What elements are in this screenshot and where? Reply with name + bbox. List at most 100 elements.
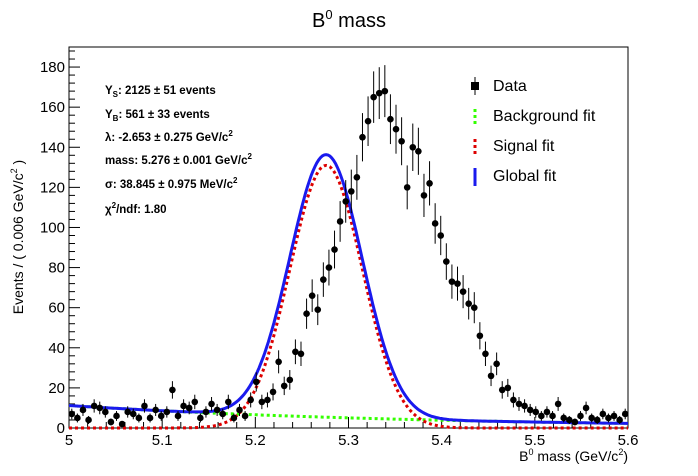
data-point — [197, 413, 204, 423]
data-point — [359, 113, 366, 162]
chart-title: B0 mass — [312, 7, 386, 32]
data-point — [370, 71, 377, 123]
data-point-marker — [431, 220, 439, 227]
data-point — [398, 117, 405, 166]
legend-item-background: Background fit — [473, 108, 596, 125]
data-point-marker — [521, 402, 528, 410]
y-tick-label: 140 — [40, 139, 65, 156]
x-tick-label: 5.6 — [618, 432, 639, 449]
data-point-marker — [180, 402, 187, 410]
data-point-marker — [610, 412, 618, 420]
data-point-marker — [236, 406, 243, 414]
data-point — [135, 413, 143, 423]
data-point — [415, 127, 422, 175]
data-point-marker — [225, 398, 232, 406]
data-point — [409, 123, 417, 171]
data-point — [85, 415, 92, 424]
legend-item-global: Global fit — [473, 168, 557, 186]
data-point — [610, 411, 618, 421]
data-point-marker — [135, 414, 143, 422]
data-point — [448, 264, 456, 299]
data-point-marker — [375, 89, 383, 97]
data-point-marker — [498, 386, 506, 394]
data-points — [68, 65, 629, 428]
data-point-marker — [510, 396, 517, 404]
data-point-marker — [459, 288, 467, 295]
data-point — [96, 401, 104, 415]
data-point-marker — [448, 278, 456, 285]
data-point-marker — [90, 402, 98, 410]
data-point — [236, 403, 243, 416]
data-point — [605, 413, 612, 423]
data-point — [336, 201, 344, 242]
data-point-marker — [599, 410, 607, 418]
data-point-marker — [141, 402, 148, 410]
data-point — [538, 411, 545, 421]
data-point-marker — [280, 382, 288, 390]
data-point — [331, 230, 338, 269]
data-point-marker — [476, 332, 484, 340]
y-axis-title: Events / ( 0.006 GeV/c2 ) — [9, 160, 26, 314]
data-point — [90, 399, 98, 413]
data-point-marker — [113, 412, 120, 420]
data-point-marker — [129, 410, 137, 418]
data-point — [258, 394, 266, 410]
data-point-marker — [392, 125, 400, 133]
data-point-marker — [252, 378, 260, 386]
data-point-marker — [202, 408, 210, 416]
data-point — [113, 411, 120, 421]
x-tick-label: 5.1 — [152, 432, 173, 449]
data-point — [303, 298, 310, 329]
data-point — [152, 403, 159, 416]
data-point-marker — [185, 404, 193, 412]
data-point-marker — [197, 414, 204, 422]
data-point — [174, 411, 182, 421]
data-point — [141, 399, 148, 413]
data-point — [202, 406, 210, 418]
data-point-marker — [364, 117, 372, 125]
data-point-marker — [169, 386, 176, 394]
data-point — [443, 243, 450, 280]
data-point-marker — [493, 360, 500, 368]
data-point — [185, 401, 193, 415]
data-point-marker — [213, 406, 221, 414]
data-point — [308, 279, 316, 312]
data-point-marker — [347, 188, 355, 195]
data-point-marker — [532, 408, 540, 416]
data-point-marker — [68, 410, 76, 418]
data-point — [566, 415, 573, 424]
data-point — [476, 322, 484, 350]
data-point-marker — [308, 292, 316, 299]
x-tick-label: 5 — [65, 432, 73, 449]
data-point-marker — [102, 408, 109, 416]
data-point-marker — [538, 412, 545, 420]
data-point-marker — [543, 408, 551, 416]
data-point-marker — [230, 414, 238, 422]
data-point-marker — [241, 412, 249, 420]
legend-background-label: Background fit — [493, 108, 596, 125]
data-point — [286, 370, 294, 390]
data-point-marker — [465, 300, 472, 307]
data-point-marker — [264, 396, 271, 404]
data-point — [118, 420, 126, 428]
data-point-marker — [342, 198, 350, 205]
data-point — [493, 352, 500, 376]
data-point-marker — [403, 184, 411, 191]
data-point — [577, 411, 584, 421]
data-point-marker — [353, 174, 361, 181]
data-point — [498, 381, 506, 399]
data-point-marker — [163, 408, 171, 416]
data-point-marker — [191, 398, 199, 406]
data-point-marker — [409, 143, 417, 151]
y-tick-label: 180 — [40, 59, 65, 76]
data-point — [543, 406, 551, 418]
signal-fit-curve — [69, 163, 628, 430]
data-point-marker — [258, 398, 266, 406]
data-point — [532, 406, 540, 418]
data-point-marker — [437, 232, 445, 239]
data-point-marker — [487, 372, 495, 380]
data-point-marker — [275, 358, 282, 366]
data-point-marker — [387, 115, 394, 123]
data-point — [482, 341, 489, 367]
y-tick-label: 160 — [40, 99, 65, 116]
